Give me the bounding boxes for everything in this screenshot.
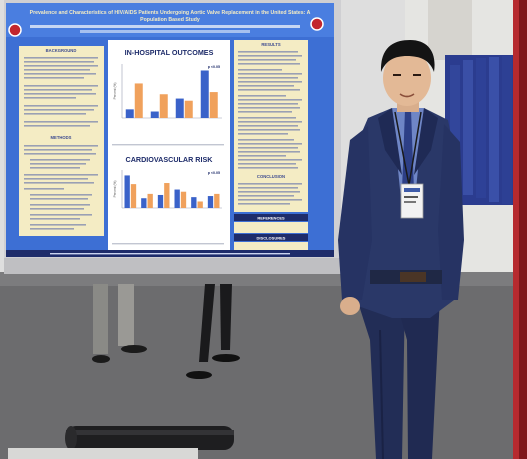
chart2-pvalue: p <0.05 bbox=[208, 171, 220, 175]
references-heading: REFERENCES bbox=[257, 216, 285, 221]
chart2-bar bbox=[214, 193, 220, 208]
red-curtain-shadow bbox=[519, 0, 527, 459]
results-heading: RESULTS bbox=[261, 42, 280, 47]
presenter-belt bbox=[400, 272, 426, 282]
chart1-ylabel: Percent (%) bbox=[113, 83, 117, 100]
presenter-left-arm bbox=[338, 126, 372, 300]
right-column-text bbox=[238, 51, 302, 205]
seal-left-icon bbox=[8, 23, 22, 37]
chart1-pvalue: p <0.05 bbox=[208, 65, 220, 69]
affiliation-line bbox=[80, 30, 250, 33]
chart2-bar bbox=[180, 191, 187, 208]
disclosures-panel bbox=[234, 242, 308, 250]
presenter-hair bbox=[380, 40, 435, 72]
presenter-right-leg bbox=[395, 296, 440, 459]
chart1-bar bbox=[200, 70, 209, 118]
chart1-bar bbox=[134, 83, 143, 118]
chart2-bar bbox=[174, 189, 180, 208]
references-panel bbox=[234, 222, 308, 233]
background-heading: BACKGROUND bbox=[46, 48, 77, 53]
chart2-bar bbox=[130, 184, 137, 208]
poster-title-line-2: Population Based Study bbox=[140, 17, 200, 23]
chart1-bar bbox=[209, 92, 218, 118]
chart1-caption bbox=[112, 144, 224, 146]
chart2-plot: Percent (%) p <0.05 bbox=[113, 170, 222, 209]
chart2-bar bbox=[147, 193, 153, 208]
chart2-bar bbox=[124, 175, 130, 208]
seal-right-icon bbox=[310, 17, 324, 31]
chart2-bar bbox=[157, 194, 164, 208]
presenter-lapel-left bbox=[378, 108, 402, 175]
chart2-bar bbox=[191, 197, 197, 208]
conclusion-heading: CONCLUSION bbox=[257, 174, 285, 179]
person-left-legs bbox=[92, 284, 147, 363]
chart2-bar bbox=[141, 198, 147, 208]
chart1-title: IN-HOSPITAL OUTCOMES bbox=[125, 48, 214, 57]
poster-title-line-1: Prevalence and Characteristics of HIV/AI… bbox=[30, 10, 311, 16]
chart1-bar bbox=[184, 100, 193, 118]
presenter-lapel-right bbox=[414, 108, 438, 175]
background-panel bbox=[428, 0, 472, 60]
poster-board-base bbox=[4, 258, 341, 274]
references-bar bbox=[234, 214, 308, 221]
footer-text bbox=[50, 253, 290, 255]
floor-paper bbox=[8, 448, 198, 459]
chart2-title: CARDIOVASCULAR RISK bbox=[126, 155, 214, 164]
chart2-caption bbox=[112, 243, 224, 245]
person-middle-legs bbox=[186, 284, 240, 379]
chart2-ylabel: Percent (%) bbox=[113, 181, 117, 198]
chart1-plot: Percent (%) p <0.05 bbox=[113, 64, 222, 119]
chart2-bar bbox=[197, 201, 203, 208]
chart2-bar bbox=[207, 196, 214, 208]
left-column-text bbox=[24, 57, 98, 230]
chart1-bar bbox=[150, 111, 159, 118]
poster: Prevalence and Characteristics of HIV/AI… bbox=[6, 3, 334, 257]
presenter-tie bbox=[402, 110, 414, 200]
presenter-face bbox=[383, 50, 431, 106]
methods-heading: METHODS bbox=[51, 135, 72, 140]
disclosures-bar bbox=[234, 234, 308, 241]
author-line bbox=[30, 25, 300, 28]
presenter-right-arm bbox=[438, 124, 464, 300]
chart1-bar bbox=[159, 94, 168, 118]
presenter-left-hand bbox=[340, 297, 360, 315]
disclosures-heading: DISCLOSURES bbox=[257, 236, 286, 241]
chart1-bar bbox=[125, 109, 134, 118]
poster-tube bbox=[65, 426, 234, 450]
presenter bbox=[338, 40, 464, 459]
chart1-bar bbox=[175, 98, 184, 118]
chart2-bar bbox=[164, 183, 170, 208]
